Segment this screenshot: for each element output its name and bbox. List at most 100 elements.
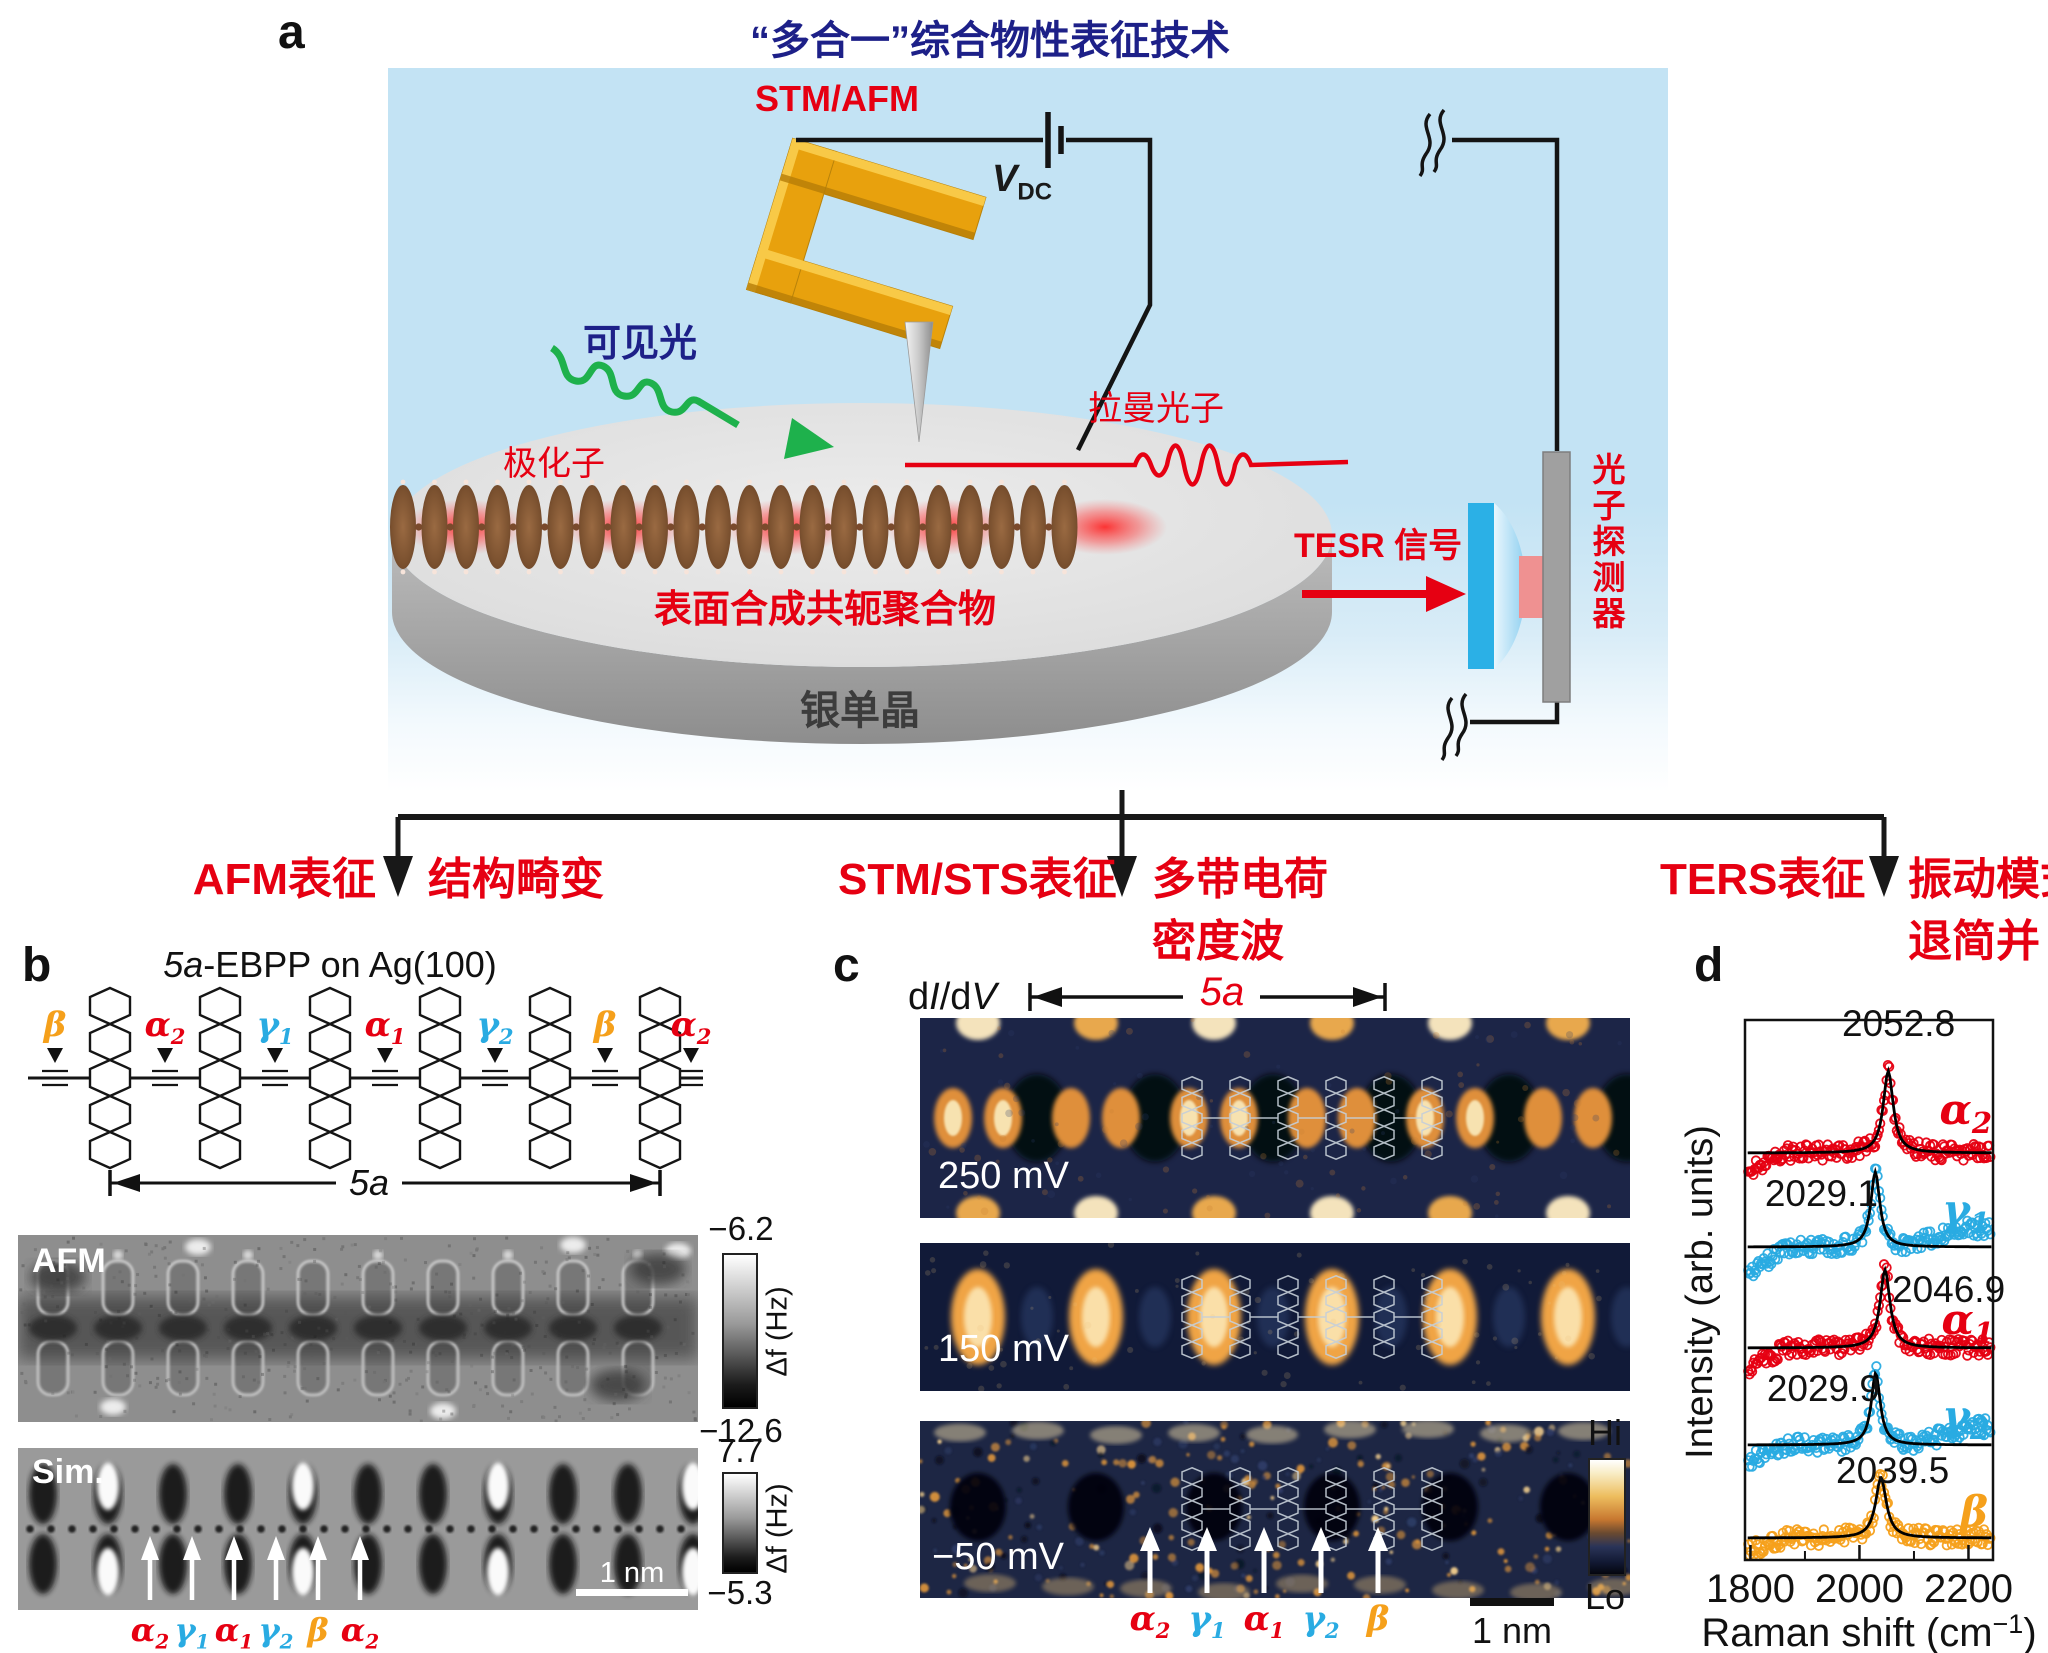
bond-pointer-icon [157, 1048, 173, 1063]
didv-colorbar-hi: Hi [1588, 1412, 1622, 1453]
series-label: β [1958, 1487, 1988, 1536]
greek-mode-label: α2 [340, 1611, 380, 1653]
afm-image-label: AFM [32, 1242, 106, 1280]
unit-cell-dimension: 5a [108, 1162, 662, 1200]
acene-unit [1229, 1075, 1251, 1161]
map-mode-label: γ2 [1294, 1600, 1348, 1641]
greek-mode-label: β [43, 1005, 67, 1045]
mode-pointer-arrow [1197, 1527, 1217, 1593]
polaron-label: 极化子 [503, 445, 605, 483]
greek-mode-label: α1 [364, 1005, 406, 1049]
molecule-unit [799, 485, 826, 569]
sim-mode-label: β [296, 1612, 340, 1649]
branch-sts-method: STM/STS表征 [838, 855, 1117, 904]
branch-ters-method: TERS表征 [1660, 855, 1866, 904]
bond-label: α2 [135, 1006, 195, 1047]
panel-b-title: 5a-EBPP on Ag(100) [130, 944, 530, 986]
afm-colorbar-max: −6.2 [708, 1210, 774, 1247]
panel-b-title-rest: -EBPP on Ag(100) [203, 944, 497, 985]
acene-unit [198, 986, 242, 1170]
mode-pointer-arrow [1254, 1527, 1274, 1593]
raman-photon-label: 拉曼光子 [1088, 390, 1224, 428]
acene-unit [1181, 1274, 1203, 1360]
molecule-unit [988, 485, 1015, 569]
molecule-unit [516, 485, 542, 569]
bond-label: γ1 [245, 1006, 305, 1047]
sim-colorbar-unit: Δf (Hz) [761, 1483, 794, 1574]
acene-unit [1229, 1274, 1251, 1360]
molecule-overlay [1181, 1274, 1443, 1360]
x-tick-label: 1800 [1706, 1567, 1795, 1611]
bond-pointer-icon [267, 1048, 283, 1063]
afm-image [18, 1235, 698, 1422]
mode-pointer-arrow [183, 1536, 201, 1600]
acene-unit [1325, 1274, 1347, 1360]
panel-b-title-italic: 5a [163, 944, 204, 985]
acene-unit [1325, 1075, 1347, 1161]
sim-colorbar [722, 1472, 758, 1574]
bond-label: α1 [355, 1006, 415, 1047]
acene-unit [418, 986, 462, 1170]
molecule-unit [862, 485, 889, 569]
tesr-signal-label: TESR 信号 [1294, 527, 1463, 565]
detector-wire [1452, 137, 1560, 725]
bond-label: β [575, 1006, 635, 1045]
greek-mode-label: γ1 [174, 1611, 210, 1653]
sim-mode-label: γ2 [254, 1612, 298, 1652]
acene-unit [638, 986, 682, 1170]
branch-sts-result-1: 多带电荷 [1152, 855, 1328, 904]
acene-unit [1421, 1274, 1443, 1360]
greek-mode-label: β [593, 1005, 617, 1045]
photon-detector-plate [1542, 451, 1571, 703]
bond-label: γ2 [465, 1006, 525, 1047]
lorentzian-fit [1747, 1265, 1992, 1350]
scalebar-label: 1 nm [600, 1557, 664, 1589]
mode-pointer-arrow [1311, 1527, 1331, 1593]
didv-map-minus50mv [920, 1421, 1630, 1598]
molecule-unit [1051, 485, 1078, 569]
didv-d1: d [908, 976, 930, 1018]
panel-b-letter: b [22, 939, 52, 992]
molecule-overlay [1181, 1075, 1443, 1161]
sim-mode-label: γ1 [170, 1612, 214, 1652]
branch-ters-result-1: 振动模式 [1908, 855, 2048, 904]
silver-crystal-disc [392, 403, 1332, 744]
didv-label: dI/dV [908, 976, 997, 1019]
visible-light-arrow [549, 345, 834, 459]
sim-mode-label: α1 [212, 1612, 256, 1652]
peak-value-label: 2046.9 [1892, 1269, 2005, 1310]
detector-window [1519, 556, 1543, 618]
greek-mode-label: β [1366, 1599, 1390, 1639]
map-mode-label: α1 [1237, 1600, 1291, 1641]
molecule-unit [453, 485, 479, 569]
molecule-unit [925, 485, 952, 569]
wire-break-icon [1418, 108, 1468, 762]
mode-pointer-arrow [1140, 1527, 1160, 1593]
bias-circuit-wire [796, 112, 1153, 452]
series-label: α1 [1941, 1295, 1994, 1350]
branch-afm-method: AFM表征 [192, 855, 376, 904]
mode-pointer-arrow [351, 1536, 369, 1600]
map3-bias-label: −50 mV [932, 1536, 1065, 1578]
mode-pointer-arrow [267, 1536, 285, 1600]
afm-colorbar-unit: Δf (Hz) [761, 1286, 794, 1377]
visible-light-label: 可见光 [583, 323, 698, 365]
map-mode-label: α2 [1123, 1600, 1177, 1641]
greek-mode-label: α2 [144, 1005, 186, 1049]
greek-mode-label: γ2 [1302, 1599, 1340, 1643]
map-mode-label: γ1 [1180, 1600, 1234, 1641]
peak-value-label: 2029.1 [1765, 1173, 1878, 1214]
bond-pointer-icon [377, 1048, 393, 1063]
mode-pointer-arrow [141, 1536, 159, 1600]
sim-image-label: Sim. [32, 1453, 104, 1491]
branch-down-arrow [1869, 817, 1899, 897]
panel-c-scalebar-label: 1 nm [1471, 1610, 1553, 1651]
spectrum-series-alpha1: 2046.9α1 [1743, 1259, 2005, 1380]
greek-mode-label: γ2 [258, 1611, 294, 1653]
mode-pointer-arrow [225, 1536, 243, 1600]
greek-mode-label: α2 [670, 1005, 712, 1049]
molecule-unit [736, 485, 763, 569]
map1-bias-label: 250 mV [938, 1155, 1069, 1197]
didv-d2: /d [939, 976, 972, 1018]
